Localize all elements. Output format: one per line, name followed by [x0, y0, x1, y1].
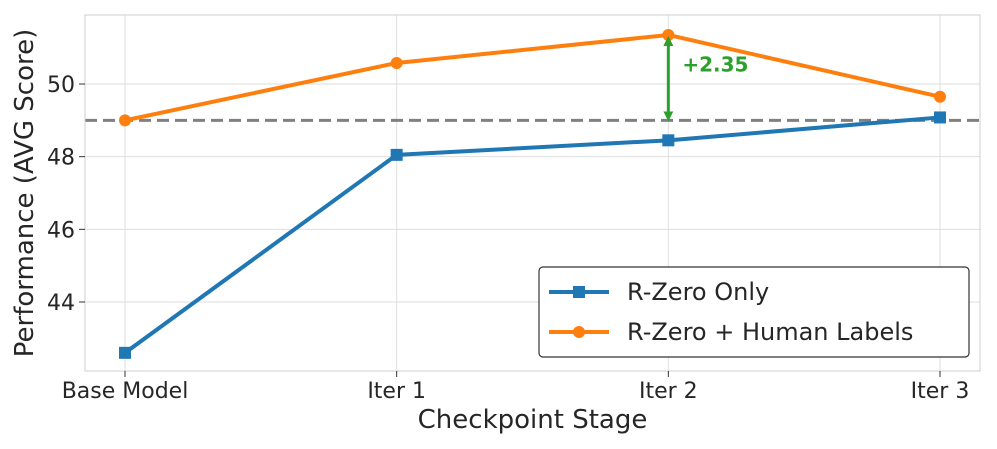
legend: R-Zero Only R-Zero + Human Labels — [538, 266, 970, 358]
y-tick-label: 50 — [47, 73, 75, 98]
data-point — [934, 90, 946, 103]
legend-label: R-Zero + Human Labels — [627, 318, 913, 346]
y-tick-label: 44 — [47, 291, 75, 316]
x-axis-title: Checkpoint Stage — [418, 405, 648, 435]
data-point — [119, 114, 131, 127]
legend-box — [538, 266, 970, 358]
legend-marker — [573, 286, 585, 298]
y-tick-labels: 44 46 48 50 — [47, 73, 85, 316]
series-line-2 — [124, 32, 941, 123]
legend-label: R-Zero Only — [627, 278, 769, 306]
data-point — [662, 134, 675, 147]
legend-marker — [573, 326, 585, 338]
data-point — [934, 111, 946, 124]
series-line-1 — [123, 115, 941, 355]
x-tick-label: Iter 1 — [367, 379, 426, 404]
annotation-label: +2.35 — [682, 53, 748, 77]
x-tick-label: Iter 2 — [639, 379, 698, 404]
x-tick-labels: Base Model Iter 1 Iter 2 Iter 3 — [62, 371, 970, 404]
data-point — [662, 28, 675, 41]
x-tick-label: Base Model — [62, 379, 189, 404]
y-tick-label: 46 — [47, 218, 75, 243]
data-point — [390, 148, 403, 161]
y-tick-label: 48 — [47, 146, 75, 171]
data-point — [390, 56, 403, 69]
annotation-group: +2.35 — [663, 35, 748, 122]
series-group — [119, 28, 946, 359]
y-axis-title: Performance (AVG Score) — [10, 29, 40, 357]
x-tick-label: Iter 3 — [911, 379, 970, 404]
plot-frame — [84, 14, 981, 372]
data-point — [119, 346, 131, 359]
